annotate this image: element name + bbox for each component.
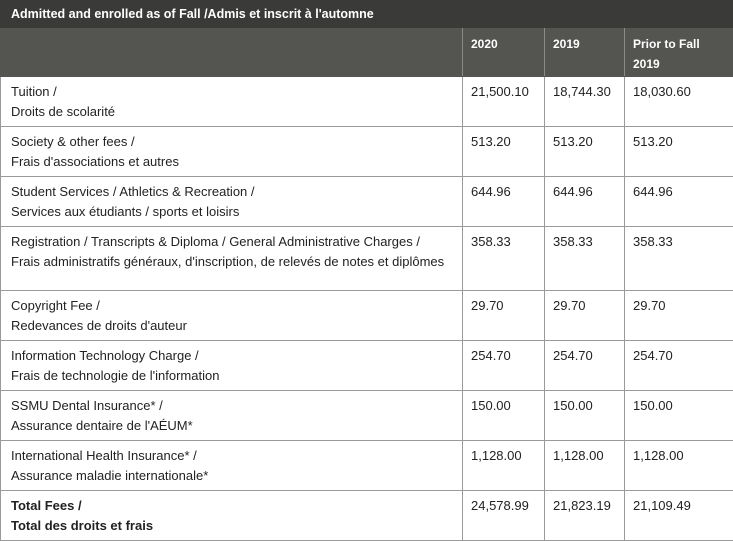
value-prior: 29.70: [625, 291, 733, 341]
table-row-tuition: Tuition / Droits de scolarité 21,500.10 1…: [1, 77, 733, 127]
table-row-copyright-fee: Copyright Fee / Redevances de droits d'au…: [1, 291, 733, 341]
header-label-column: [1, 28, 463, 77]
value-prior: 150.00: [625, 391, 733, 441]
value-2020: 21,500.10: [463, 77, 545, 127]
value-prior: 644.96: [625, 177, 733, 227]
label-fr: Total des droits et frais: [11, 518, 153, 533]
table-row-health-insurance: International Health Insurance* / Assuran…: [1, 441, 733, 491]
label-en: Student Services / Athletics & Recreatio…: [11, 184, 255, 199]
value-2020: 254.70: [463, 341, 545, 391]
value-2019: 29.70: [545, 291, 625, 341]
row-label: Total Fees / Total des droits et frais: [1, 491, 463, 541]
total-prior: 21,109.49: [625, 491, 733, 541]
value-2020: 150.00: [463, 391, 545, 441]
label-en: Tuition /: [11, 84, 57, 99]
value-2019: 254.70: [545, 341, 625, 391]
label-en: Registration / Transcripts & Diploma / G…: [11, 234, 420, 249]
table-row-registration: Registration / Transcripts & Diploma / G…: [1, 227, 733, 291]
label-en: Total Fees /: [11, 498, 82, 513]
value-2019: 1,128.00: [545, 441, 625, 491]
table-row-total: Total Fees / Total des droits et frais 24…: [1, 491, 733, 541]
table-row-student-services: Student Services / Athletics & Recreatio…: [1, 177, 733, 227]
value-2019: 150.00: [545, 391, 625, 441]
value-2019: 18,744.30: [545, 77, 625, 127]
value-2020: 1,128.00: [463, 441, 545, 491]
label-fr: Redevances de droits d'auteur: [11, 318, 187, 333]
label-fr: Assurance dentaire de l'AÉUM*: [11, 418, 193, 433]
value-2019: 644.96: [545, 177, 625, 227]
row-label: Registration / Transcripts & Diploma / G…: [1, 227, 463, 291]
value-2020: 29.70: [463, 291, 545, 341]
header-2019: 2019: [545, 28, 625, 77]
header-2020: 2020: [463, 28, 545, 77]
header-prior-to-fall-2019: Prior to Fall 2019: [625, 28, 733, 77]
table-row-dental-insurance: SSMU Dental Insurance* / Assurance dentai…: [1, 391, 733, 441]
label-fr: Frais de technologie de l'information: [11, 368, 219, 383]
value-prior: 1,128.00: [625, 441, 733, 491]
label-fr: Frais d'associations et autres: [11, 154, 179, 169]
value-2020: 644.96: [463, 177, 545, 227]
label-fr: Services aux étudiants / sports et loisi…: [11, 204, 239, 219]
label-en: International Health Insurance* /: [11, 448, 197, 463]
row-label: Copyright Fee / Redevances de droits d'au…: [1, 291, 463, 341]
value-prior: 358.33: [625, 227, 733, 291]
value-prior: 513.20: [625, 127, 733, 177]
value-2020: 513.20: [463, 127, 545, 177]
row-label: SSMU Dental Insurance* / Assurance dentai…: [1, 391, 463, 441]
table-row-society-fees: Society & other fees / Frais d'associatio…: [1, 127, 733, 177]
row-label: Tuition / Droits de scolarité: [1, 77, 463, 127]
table-caption-row: Admitted and enrolled as of Fall /Admis …: [1, 1, 733, 28]
value-2020: 358.33: [463, 227, 545, 291]
row-label: Society & other fees / Frais d'associatio…: [1, 127, 463, 177]
label-fr: Frais administratifs généraux, d'inscrip…: [11, 254, 444, 269]
label-fr: Droits de scolarité: [11, 104, 115, 119]
label-en: Copyright Fee /: [11, 298, 100, 313]
row-label: Information Technology Charge / Frais de …: [1, 341, 463, 391]
row-label: Student Services / Athletics & Recreatio…: [1, 177, 463, 227]
table-header-row: 2020 2019 Prior to Fall 2019: [1, 28, 733, 77]
label-en: Information Technology Charge /: [11, 348, 199, 363]
value-prior: 254.70: [625, 341, 733, 391]
value-2019: 358.33: [545, 227, 625, 291]
value-prior: 18,030.60: [625, 77, 733, 127]
label-en: SSMU Dental Insurance* /: [11, 398, 163, 413]
total-2020: 24,578.99: [463, 491, 545, 541]
table-row-it-charge: Information Technology Charge / Frais de …: [1, 341, 733, 391]
value-2019: 513.20: [545, 127, 625, 177]
row-label: International Health Insurance* / Assuran…: [1, 441, 463, 491]
total-2019: 21,823.19: [545, 491, 625, 541]
label-fr: Assurance maladie internationale*: [11, 468, 208, 483]
table-caption: Admitted and enrolled as of Fall /Admis …: [1, 1, 733, 28]
label-en: Society & other fees /: [11, 134, 135, 149]
